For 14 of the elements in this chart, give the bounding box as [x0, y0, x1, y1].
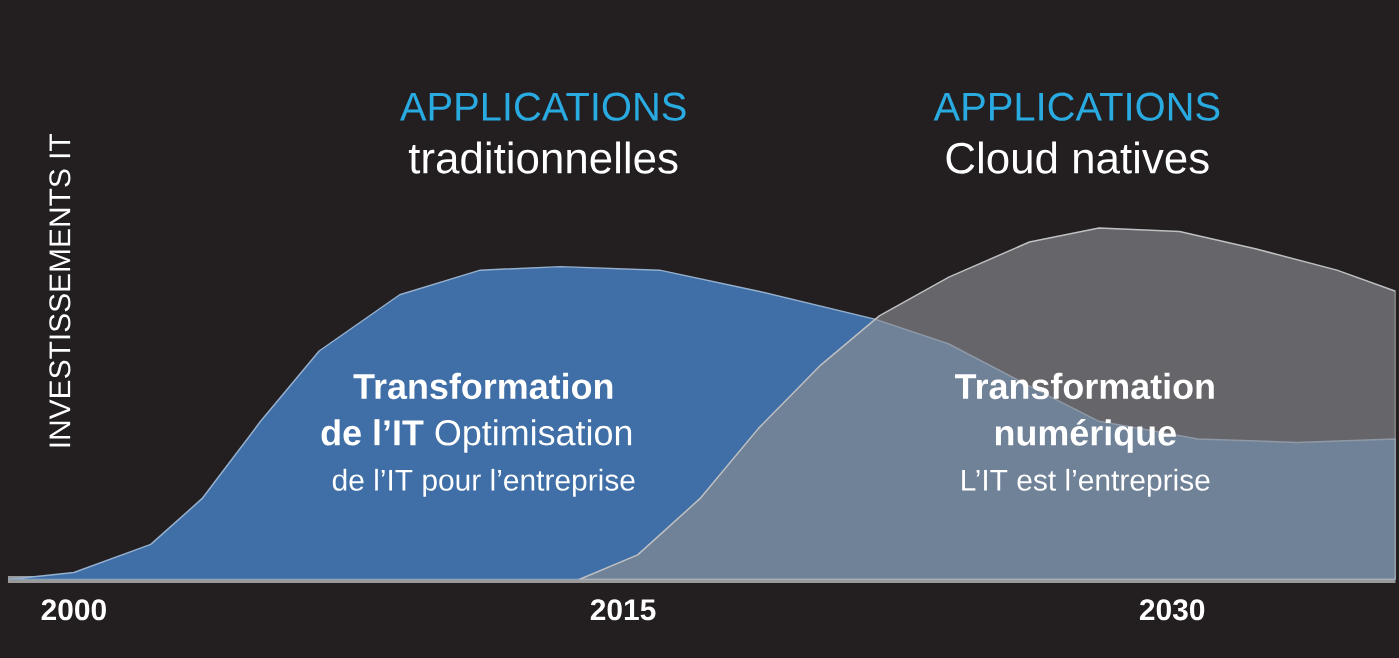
- annotation: de l’IT Optimisation: [321, 418, 632, 453]
- x-tick-label: 2015: [590, 598, 656, 621]
- annotation: Transformation: [955, 372, 1214, 400]
- y-axis-title: INVESTISSEMENTS IT: [49, 133, 71, 447]
- x-tick-label: 2030: [1139, 598, 1205, 621]
- annotation: L’IT est l’entreprise: [962, 468, 1210, 497]
- x-tick-label: 2000: [41, 598, 106, 621]
- annotation: numérique: [995, 418, 1176, 453]
- annotation: de l’IT pour l’entreprise: [332, 468, 635, 497]
- annotation: Transformation: [353, 372, 613, 400]
- text: APPLICATIONS: [933, 92, 1220, 121]
- text: traditionnelles: [408, 141, 678, 174]
- text: Cloud natives: [946, 141, 1209, 174]
- text: APPLICATIONS: [399, 92, 686, 121]
